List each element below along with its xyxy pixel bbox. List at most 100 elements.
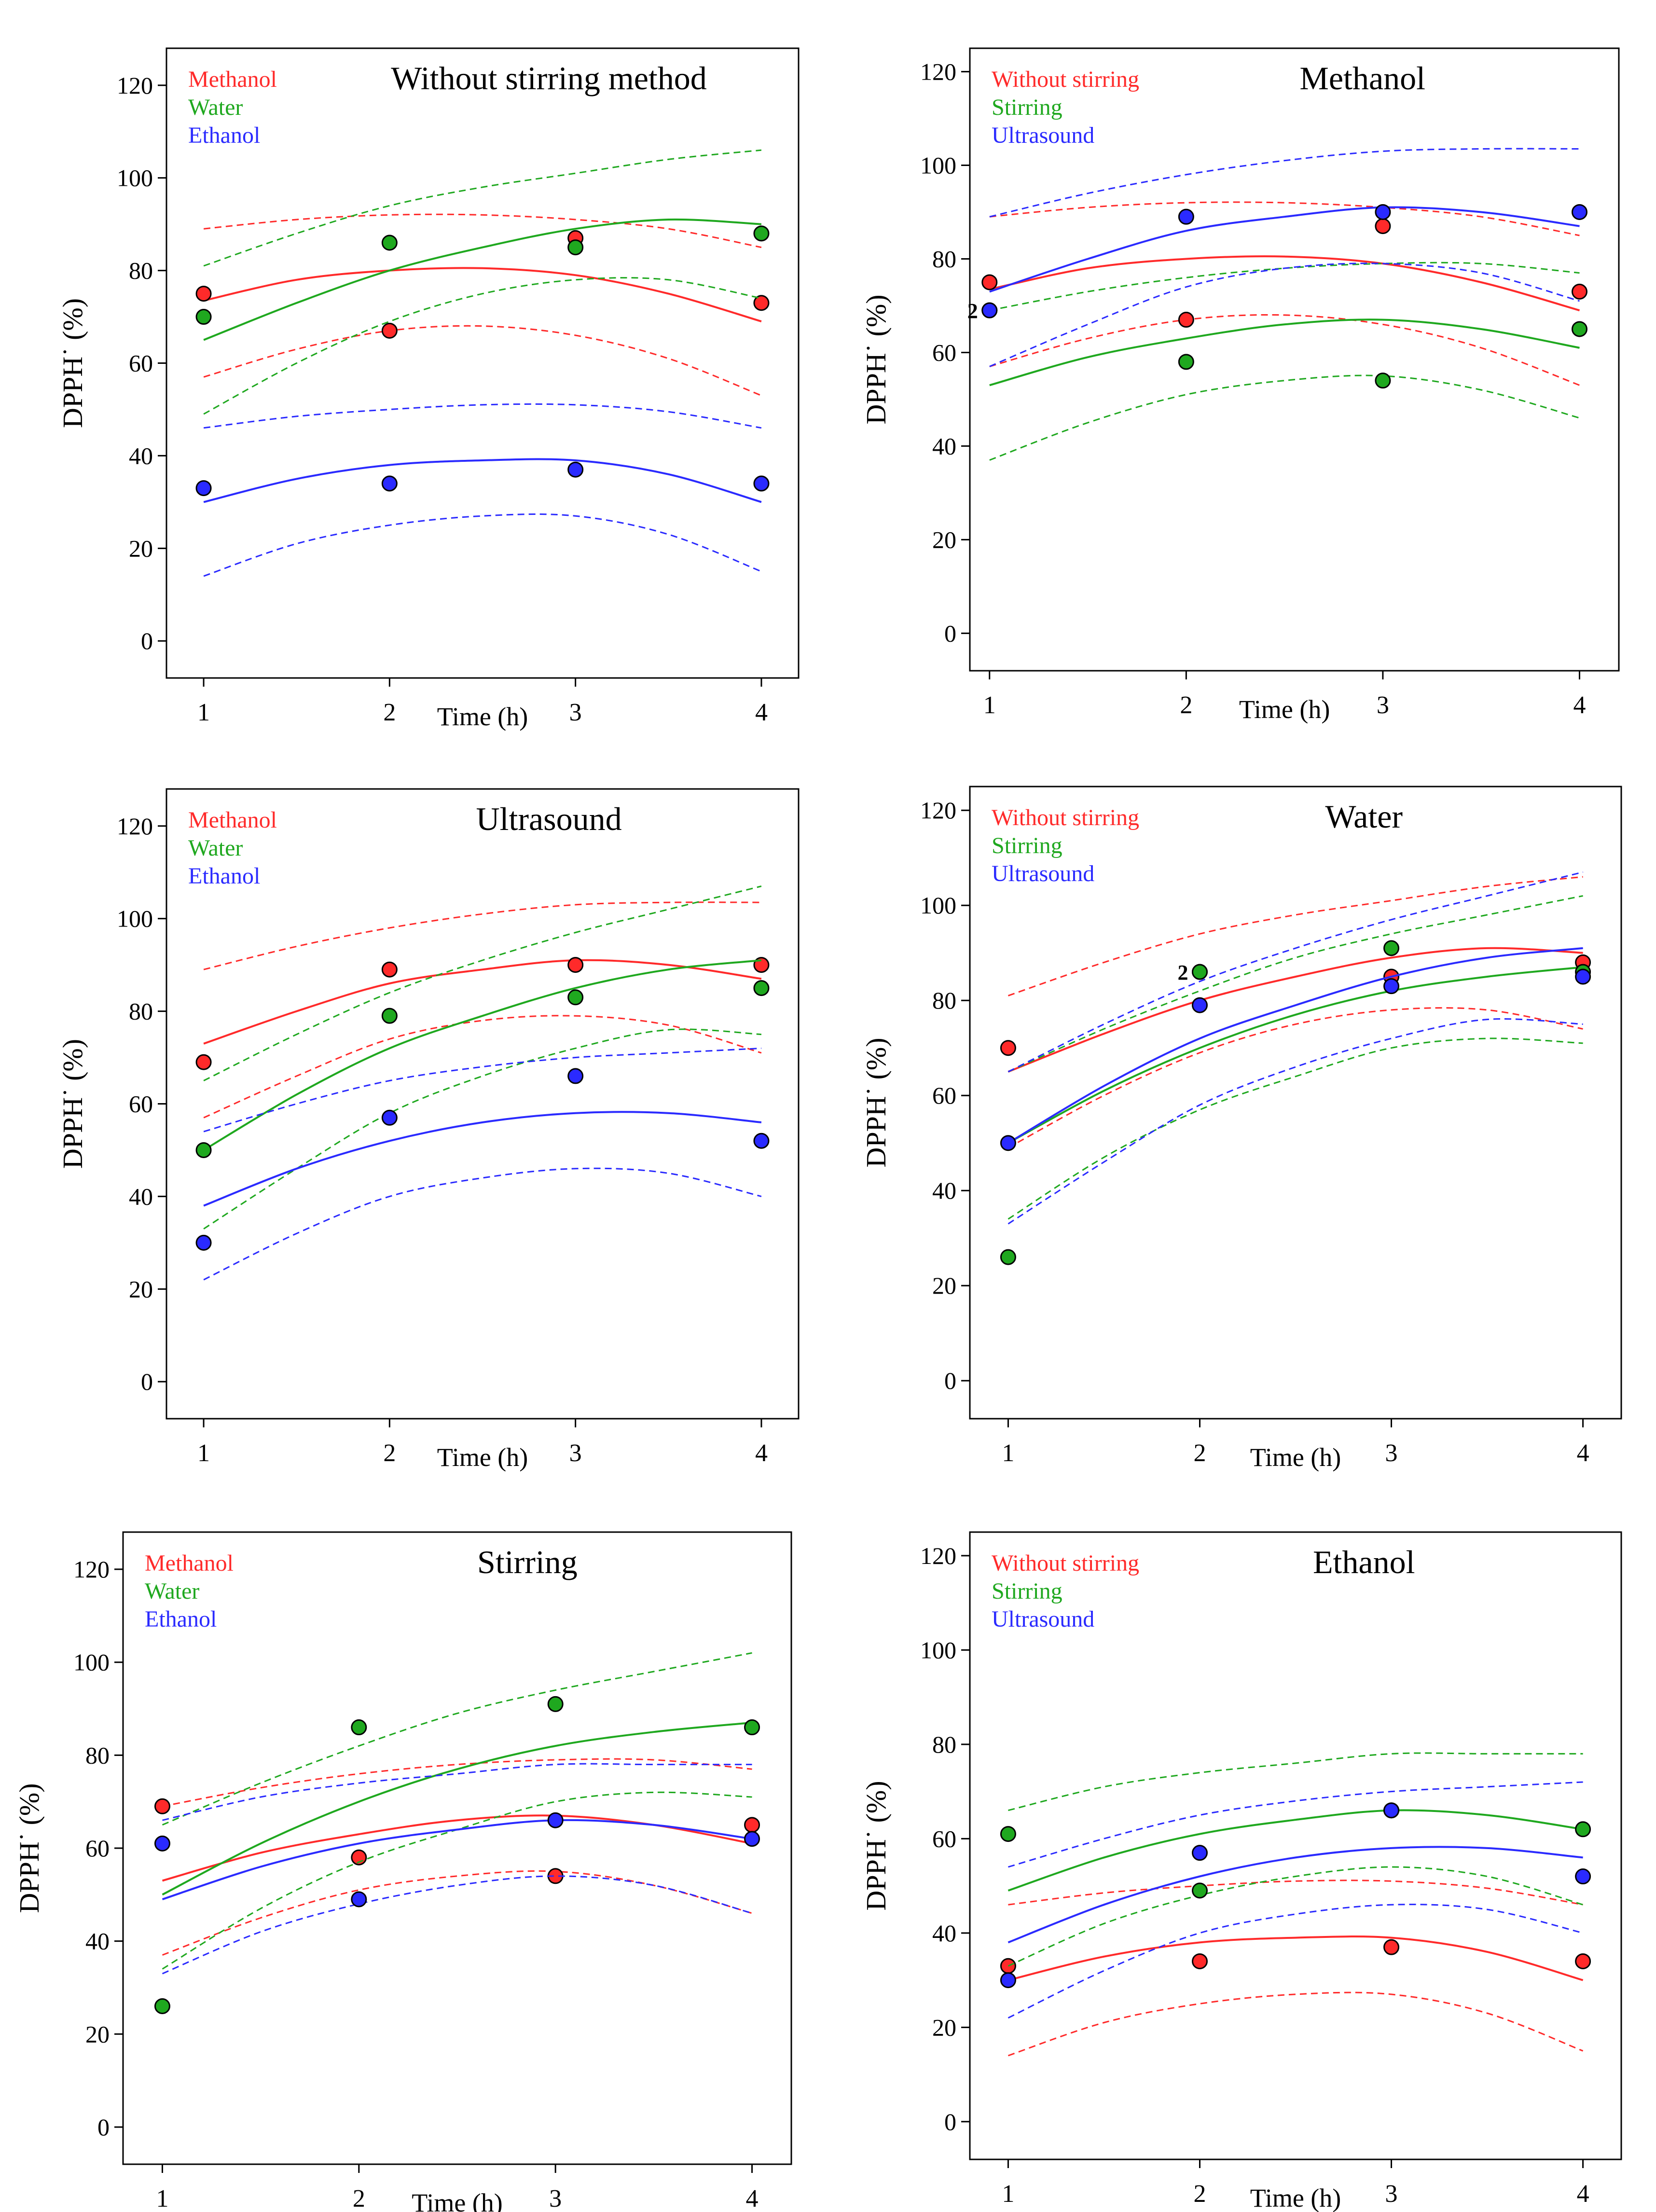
- series-blue: [195, 1047, 770, 1281]
- data-point: [381, 961, 398, 978]
- upper-confidence-line: [1008, 1880, 1583, 1906]
- series-blue: [195, 403, 770, 577]
- y-tick-label: 80: [932, 1731, 956, 1758]
- upper-confidence-line: [203, 901, 761, 970]
- data-point: [1178, 354, 1194, 370]
- y-tick-label: 80: [932, 245, 956, 272]
- lower-confidence-line: [1007, 1037, 1583, 1220]
- series-blue: [981, 148, 1587, 367]
- plot-frame: [969, 1531, 1622, 2160]
- y-tick-label: 40: [932, 1920, 956, 1947]
- y-tick-label: 20: [85, 2020, 110, 2047]
- fit-line: [989, 318, 1580, 387]
- y-axis-label: DPPH˙ (%): [860, 294, 892, 424]
- x-tick-label: 2: [1180, 691, 1192, 719]
- upper-confidence-line: [203, 885, 762, 1081]
- chart-title: Methanol: [1299, 60, 1425, 97]
- legend-item: Ethanol: [145, 1606, 217, 1632]
- overlap-annotation: 2: [1177, 961, 1188, 984]
- y-tick-label: 100: [117, 165, 153, 192]
- lower-confidence-line: [1007, 1866, 1584, 1967]
- y-tick-label: 120: [117, 813, 153, 840]
- x-tick-label: 3: [569, 699, 582, 726]
- data-point: [567, 239, 584, 256]
- x-axis-label: Time (h): [437, 1443, 528, 1472]
- data-point: [1000, 1040, 1016, 1056]
- data-point: [381, 475, 398, 492]
- data-point: [567, 1068, 584, 1084]
- upper-confidence-line: [1007, 876, 1583, 996]
- plot-frame: [969, 47, 1620, 672]
- legend-item: Ethanol: [188, 123, 260, 148]
- y-tick-label: 120: [920, 58, 956, 85]
- data-point: [195, 1234, 212, 1251]
- data-point: [1191, 1845, 1208, 1861]
- data-point: [753, 1133, 770, 1149]
- data-point: [154, 1835, 170, 1852]
- fit-line: [203, 1111, 762, 1207]
- x-tick-label: 4: [755, 1439, 768, 1467]
- upper-confidence-line: [162, 1763, 752, 1821]
- x-axis-label: Time (h): [1250, 1443, 1341, 1472]
- upper-confidence-line: [162, 1652, 752, 1826]
- lower-confidence-line: [162, 1870, 752, 1956]
- data-point: [195, 1054, 212, 1070]
- x-tick-label: 2: [1193, 2180, 1206, 2208]
- fit-line: [1007, 947, 1583, 1073]
- lower-confidence-line: [203, 325, 762, 397]
- y-tick-label: 80: [129, 998, 153, 1025]
- x-tick-label: 1: [156, 2185, 168, 2212]
- data-point: [744, 1719, 760, 1736]
- data-point: [753, 295, 770, 311]
- x-tick-label: 4: [1573, 691, 1586, 719]
- y-tick-label: 0: [141, 627, 153, 654]
- plot-frame: [122, 1531, 792, 2165]
- data-point: [753, 475, 770, 492]
- y-axis-label: DPPH˙ (%): [860, 1781, 892, 1910]
- data-point: [154, 1998, 170, 2014]
- data-point: [1000, 1972, 1016, 1989]
- lower-confidence-line: [203, 513, 762, 577]
- plot-frame: [166, 47, 800, 679]
- series-red: [1000, 1880, 1591, 2057]
- y-tick-label: 40: [932, 1177, 956, 1204]
- data-point: [381, 1008, 398, 1024]
- data-point: [547, 1696, 564, 1712]
- x-tick-label: 3: [1385, 2180, 1398, 2208]
- x-tick-label: 4: [746, 2185, 759, 2212]
- series-green: [154, 1652, 760, 2014]
- data-point: [1575, 1821, 1591, 1838]
- chart-title: Ethanol: [1313, 1544, 1415, 1580]
- data-point: [1571, 321, 1587, 337]
- y-tick-label: 120: [73, 1556, 110, 1583]
- data-point: [1178, 312, 1194, 328]
- y-axis-label: DPPH˙ (%): [860, 1037, 892, 1167]
- upper-confidence-line: [1007, 1781, 1583, 1868]
- x-tick-label: 2: [383, 1439, 396, 1467]
- y-tick-label: 20: [129, 535, 153, 562]
- chart-title: Stirring: [477, 1544, 578, 1580]
- lower-confidence-line: [162, 1791, 752, 1970]
- chart-panel-2: 0 20 40 60 80 100 120 1 2 3 4 Time (h) DPPH˙ (%) Meth…: [860, 47, 1620, 724]
- data-point: [1191, 964, 1208, 980]
- legend-item: Methanol: [188, 67, 277, 92]
- y-tick-label: 120: [920, 1542, 956, 1569]
- y-tick-label: 60: [129, 350, 153, 377]
- y-axis-label: DPPH˙ (%): [57, 298, 88, 428]
- data-point: [1383, 1939, 1400, 1955]
- y-tick-label: 40: [932, 432, 956, 459]
- series-blue: [1000, 871, 1591, 1225]
- x-tick-label: 4: [755, 699, 768, 726]
- y-tick-label: 80: [932, 987, 956, 1014]
- legend-item: Stirring: [992, 95, 1063, 120]
- data-point: [195, 309, 212, 325]
- data-point: [567, 957, 584, 973]
- upper-confidence-line: [203, 403, 762, 429]
- data-point: [744, 1817, 760, 1833]
- fit-line: [203, 267, 762, 323]
- data-point: [351, 1719, 367, 1736]
